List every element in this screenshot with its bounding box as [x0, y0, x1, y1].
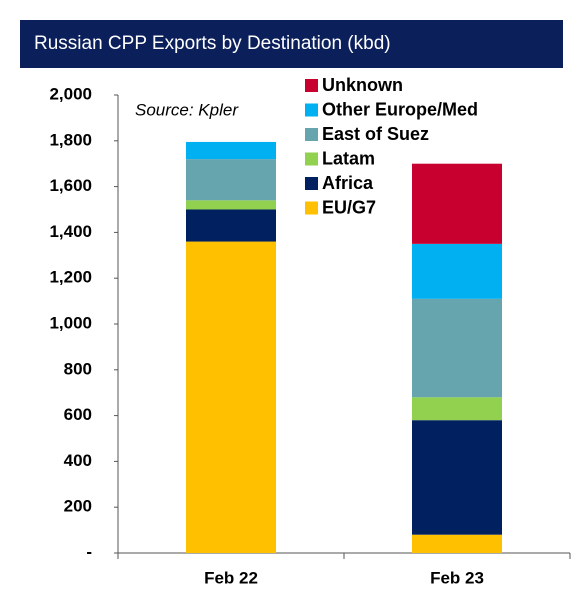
- y-tick-label: 1,200: [49, 268, 92, 287]
- bar-segment: [186, 200, 276, 210]
- y-tick-label: -: [86, 542, 92, 561]
- x-tick-label: Feb 22: [204, 568, 258, 587]
- y-tick-label: 1,600: [49, 176, 92, 195]
- legend-swatch: [305, 103, 318, 117]
- legend-label: Africa: [322, 173, 374, 193]
- bar-segment: [412, 298, 502, 398]
- bar-segment: [412, 243, 502, 299]
- y-tick-label: 600: [64, 405, 92, 424]
- legend-swatch: [305, 201, 318, 215]
- annotation: Source: Kpler: [135, 100, 239, 119]
- bar-segment: [186, 159, 276, 201]
- y-tick-label: 200: [64, 497, 92, 516]
- y-tick-label: 1,400: [49, 222, 92, 241]
- bar-segment: [412, 397, 502, 421]
- legend-label: East of Suez: [322, 124, 429, 144]
- legend-swatch: [305, 79, 318, 92]
- legend-label: Unknown: [322, 75, 403, 95]
- y-tick-label: 1,800: [49, 130, 92, 149]
- x-tick-label: Feb 23: [430, 568, 484, 587]
- y-tick-label: 400: [64, 451, 92, 470]
- bar-segment: [412, 534, 502, 553]
- bar-segment: [186, 141, 276, 160]
- y-tick-label: 800: [64, 359, 92, 378]
- chart-title: Russian CPP Exports by Destination (kbd): [34, 33, 391, 54]
- legend-label: Other Europe/Med: [322, 99, 478, 119]
- legend-swatch: [305, 177, 318, 190]
- legend-swatch: [305, 152, 318, 166]
- legend-swatch: [305, 128, 318, 141]
- y-tick-label: 2,000: [49, 84, 92, 103]
- bar-segment: [186, 209, 276, 242]
- y-tick-label: 1,000: [49, 313, 92, 332]
- title-banner: [20, 20, 563, 68]
- legend-label: Latam: [322, 148, 375, 168]
- bar-segment: [412, 420, 502, 535]
- bar-segment: [186, 241, 276, 553]
- legend-label: EU/G7: [322, 197, 376, 217]
- bar-segment: [412, 163, 502, 244]
